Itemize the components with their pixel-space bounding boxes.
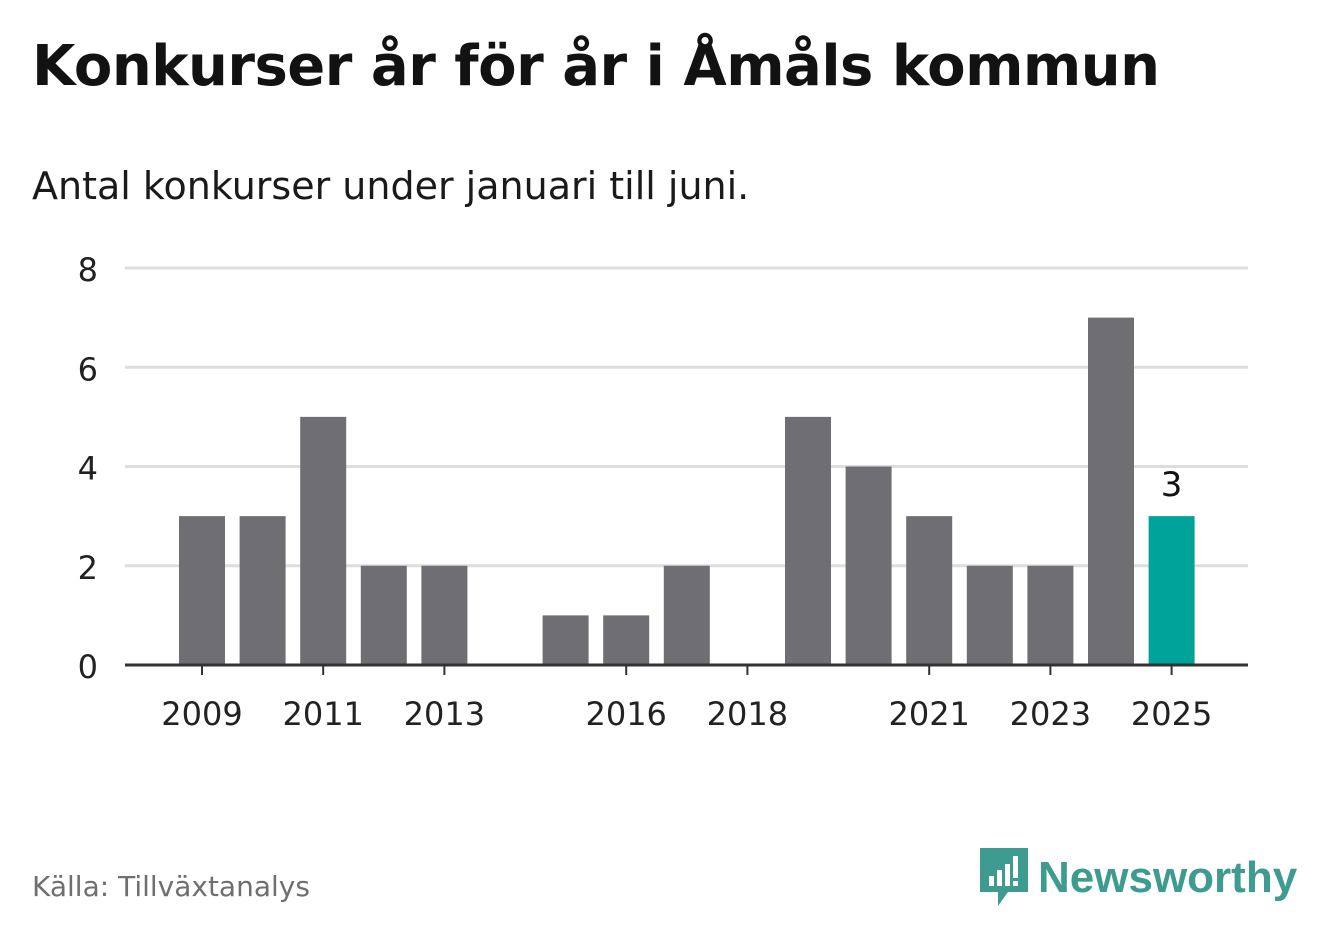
bar-2024 [1088, 317, 1134, 665]
bar-2016 [603, 615, 650, 665]
brand-name: Newsworthy [1038, 853, 1298, 902]
bar-2015 [542, 615, 589, 665]
source-note: Källa: Tillväxtanalys [32, 870, 310, 903]
bars [179, 317, 1195, 665]
chart-subtitle: Antal konkurser under januari till juni. [32, 164, 750, 208]
bar-2010 [239, 516, 286, 665]
y-tick-label: 0 [78, 648, 98, 686]
x-tick-label: 2023 [1010, 695, 1091, 733]
newsworthy-logo-icon [980, 848, 1028, 906]
bar-2023 [1027, 565, 1074, 665]
x-tick-label: 2011 [282, 695, 363, 733]
bar-2019 [785, 416, 831, 665]
bar-2021 [906, 516, 953, 665]
x-tick-label: 2013 [404, 695, 485, 733]
x-tick-label: 2016 [585, 695, 666, 733]
bar-2022 [966, 565, 1013, 665]
bar-2020 [845, 466, 892, 665]
bar-2013 [421, 565, 468, 665]
labels: 0 2 4 6 8 2009 2011 2013 2016 2018 2021 2023 2025 3 [78, 251, 1213, 733]
bar-2011 [300, 416, 347, 665]
y-tick-label: 8 [78, 251, 98, 289]
data-label-2025: 3 [1161, 465, 1183, 505]
bar-2009 [179, 516, 225, 665]
y-tick-label: 6 [78, 350, 98, 388]
y-tick-label: 4 [78, 450, 98, 488]
bar-2017 [663, 565, 710, 665]
x-tick-label: 2025 [1131, 695, 1212, 733]
y-tick-label: 2 [78, 549, 98, 587]
x-tick-label: 2018 [707, 695, 788, 733]
axes [125, 663, 1248, 675]
x-tick-label: 2021 [888, 695, 969, 733]
bar-2012 [360, 565, 407, 665]
brand-logo: Newsworthy [980, 848, 1297, 908]
chart-title: Konkurser år för år i Åmåls kommun [32, 34, 1160, 99]
gridlines [125, 266, 1248, 568]
x-tick-label: 2009 [161, 695, 242, 733]
bar-2025 [1148, 516, 1195, 665]
